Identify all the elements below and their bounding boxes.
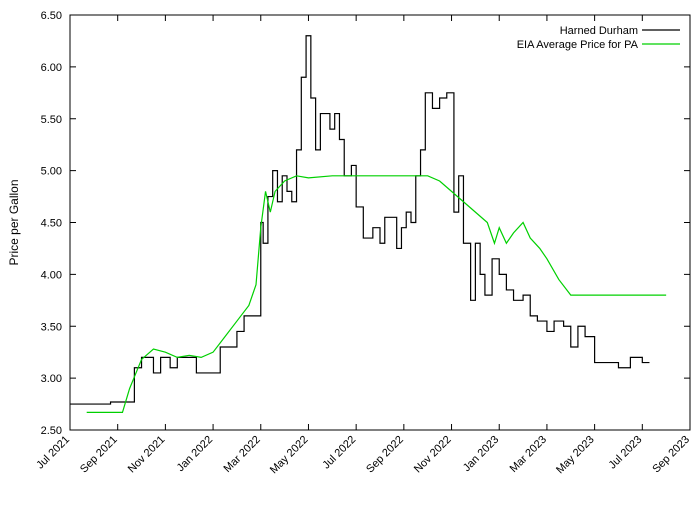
xtick-label: Mar 2023	[508, 434, 549, 475]
y-axis-label: Price per Gallon	[7, 179, 21, 265]
xtick-label: May 2023	[554, 434, 597, 477]
ytick-label: 5.00	[41, 166, 62, 178]
ytick-label: 5.50	[41, 114, 62, 126]
line-chart: 2.50 3.00 3.50 4.00 4.50 5.00 5.50 6.00 6.50 Jul …	[0, 0, 700, 525]
xtick-label: May 2022	[268, 434, 311, 477]
xtick-label: Mar 2022	[222, 434, 263, 475]
ytick-label: 6.00	[41, 62, 62, 74]
xtick-label: Nov 2021	[126, 434, 168, 476]
xtick-label: Jul 2021	[34, 434, 72, 472]
xtick-label: Sep 2023	[650, 434, 692, 476]
ytick-label: 4.50	[41, 218, 62, 230]
xtick-label: Sep 2021	[78, 434, 120, 476]
ytick-label: 3.00	[41, 373, 62, 385]
ytick-label: 2.50	[41, 425, 62, 437]
ytick-label: 6.50	[41, 10, 62, 22]
xtick-label: Jan 2023	[461, 434, 501, 474]
legend-label: Harned Durham	[560, 25, 638, 37]
xtick-label: Sep 2022	[364, 434, 406, 476]
ytick-label: 3.50	[41, 321, 62, 333]
series-harned-durham	[70, 36, 649, 404]
ytick-label: 4.00	[41, 269, 62, 281]
legend-label: EIA Average Price for PA	[517, 39, 639, 51]
series-eia-average-price-for-pa	[87, 176, 666, 413]
xtick-label: Jan 2022	[175, 434, 215, 474]
xtick-label: Nov 2022	[412, 434, 454, 476]
xtick-label: Jul 2022	[320, 434, 358, 472]
chart-svg: 2.50 3.00 3.50 4.00 4.50 5.00 5.50 6.00 6.50 Jul …	[0, 0, 700, 525]
plot-border	[70, 15, 690, 430]
xtick-label: Jul 2023	[607, 434, 645, 472]
